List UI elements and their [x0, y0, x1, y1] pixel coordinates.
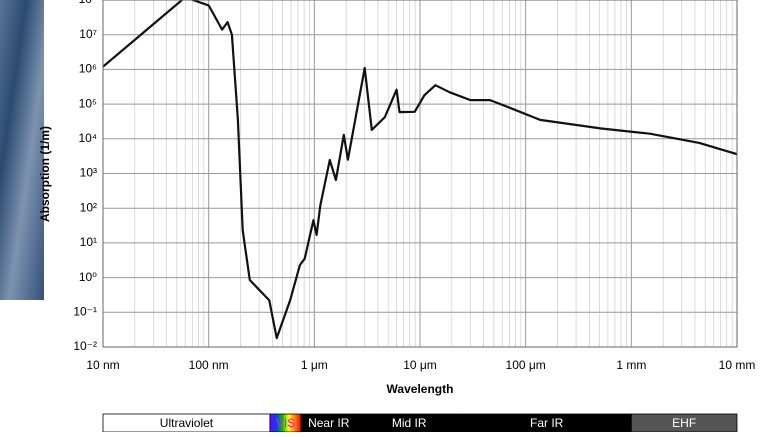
y-tick-label: 10⁵ [79, 96, 97, 110]
y-tick-label: 10⁻¹ [73, 304, 97, 318]
x-tick-label: 1 μm [301, 358, 328, 372]
chart: Wavelength Absorption (1/m) Ultraviolet V… [0, 0, 776, 432]
band-label: EHF [672, 416, 696, 430]
y-tick-label: 10⁶ [79, 62, 97, 76]
y-tick-label: 10⁷ [79, 27, 97, 41]
x-tick-label: 10 μm [403, 358, 437, 372]
band-label: Ultraviolet [160, 416, 214, 430]
band-label: VIS [276, 416, 295, 430]
grid [103, 0, 737, 347]
y-tick-label: 10³ [80, 166, 97, 180]
band-bar: Ultraviolet VIS Near IR Mid IR Far IR EHF [103, 414, 737, 432]
y-tick-label: 10⁻² [73, 339, 97, 353]
x-tick-label: 10 mm [719, 358, 756, 372]
band-label: Far IR [530, 416, 564, 430]
x-tick-label: 10 nm [86, 358, 119, 372]
x-tick-label: 1 mm [616, 358, 646, 372]
y-tick-label: 10¹ [80, 235, 97, 249]
x-tick-label: 100 μm [506, 358, 546, 372]
band-label: Mid IR [392, 416, 427, 430]
x-axis-label: Wavelength [387, 382, 454, 396]
y-tick-label: 10⁴ [78, 131, 97, 145]
y-tick-label: 10⁰ [79, 270, 97, 284]
y-tick-label: 10² [80, 200, 97, 214]
band-label: Near IR [308, 416, 350, 430]
x-tick-label: 100 nm [189, 358, 229, 372]
y-axis-label: Absorption (1/m) [38, 126, 52, 222]
y-tick-label: 10⁸ [79, 0, 97, 6]
page: Wavelength Absorption (1/m) Ultraviolet V… [0, 0, 776, 432]
